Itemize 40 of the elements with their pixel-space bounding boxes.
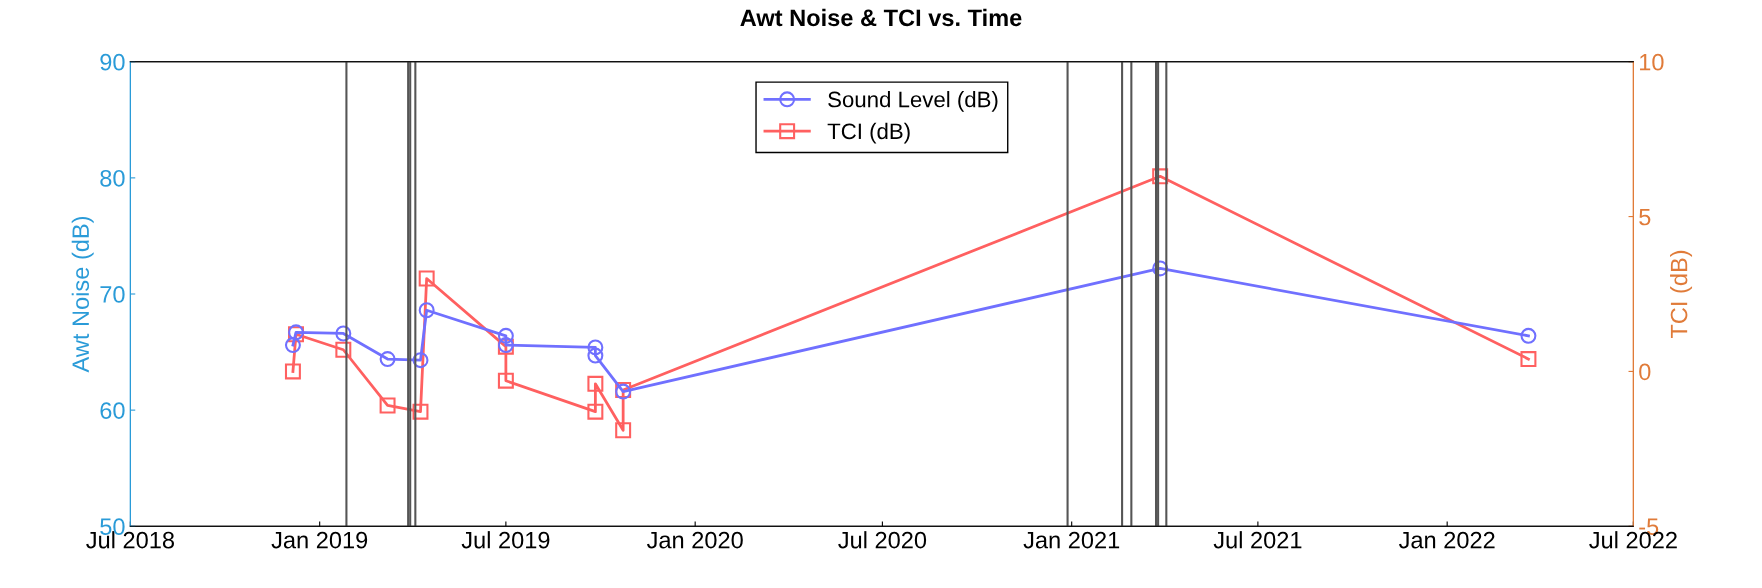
point: [284, 337, 301, 354]
y-tick-label: 60: [100, 402, 125, 419]
point: [418, 270, 435, 287]
x-tick-label: Jan 2020: [646, 531, 743, 549]
x-tick-label: Jul 2020: [838, 531, 927, 549]
y2-tick-label: 5: [1639, 208, 1651, 226]
point: [379, 351, 396, 368]
point: [587, 339, 604, 356]
x-tick-label: Jan 2019: [271, 531, 368, 549]
point: [412, 403, 429, 420]
point: [284, 363, 301, 380]
y-tick-label: 70: [100, 286, 125, 303]
legend-label: Sound Level (dB): [828, 91, 998, 112]
y-tick-label: 90: [100, 53, 125, 71]
point: [335, 325, 352, 342]
x-tick-label: Jul 2019: [461, 531, 550, 549]
point: [1520, 327, 1537, 344]
y-axis-title: Awt Noise (dB): [71, 216, 94, 373]
point: [615, 422, 632, 439]
point: [1520, 351, 1537, 368]
y-tick-label: 80: [100, 169, 125, 187]
point: [1152, 260, 1169, 277]
point: [497, 372, 514, 389]
chart-title: Awt Noise & TCI vs. Time: [740, 8, 1022, 27]
point: [587, 347, 604, 364]
point: [497, 327, 514, 344]
point: [379, 397, 396, 414]
point: [587, 375, 604, 392]
legend-label: TCI (dB): [827, 122, 910, 144]
x-tick-label: Jan 2022: [1398, 531, 1495, 549]
x-tick-label: Jul 2021: [1213, 531, 1302, 549]
y2-tick-label: 0: [1639, 363, 1651, 381]
y2-axis-title: TCI (dB): [1670, 250, 1693, 339]
x-tick-label: Jan 2021: [1023, 531, 1120, 549]
point: [587, 403, 604, 420]
point: [1152, 168, 1169, 185]
y2-tick-label: 10: [1640, 53, 1664, 71]
point: [418, 302, 435, 319]
point: [335, 341, 352, 358]
point: [412, 352, 429, 369]
